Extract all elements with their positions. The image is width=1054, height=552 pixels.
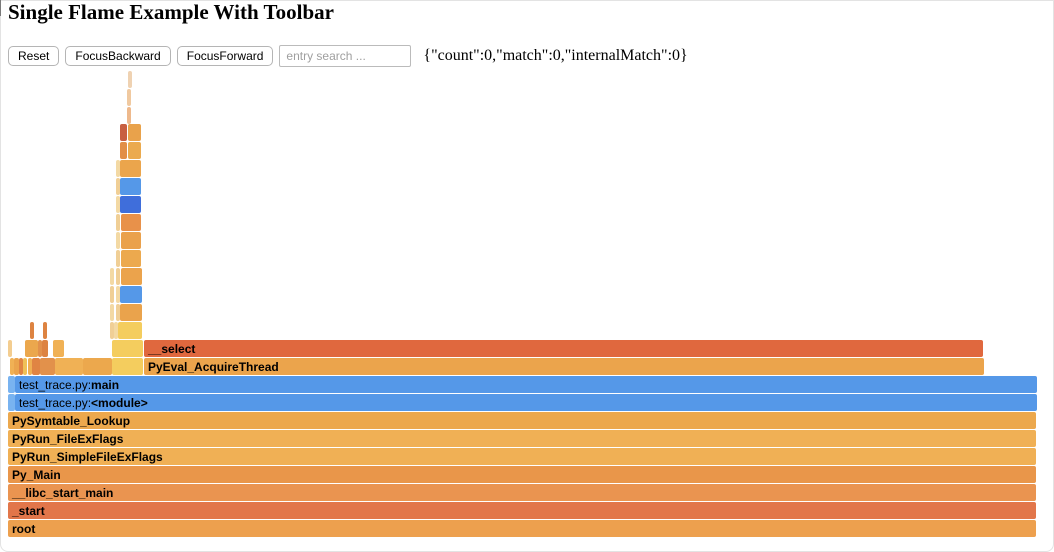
flame-frame[interactable] <box>112 340 143 357</box>
flame-frame-py_main[interactable]: Py_Main <box>8 466 1036 483</box>
flame-frame[interactable] <box>23 358 27 375</box>
flame-frame[interactable] <box>8 340 12 357</box>
flame-frame[interactable] <box>120 178 141 195</box>
flame-frame[interactable] <box>121 268 142 285</box>
focus-forward-button[interactable]: FocusForward <box>176 46 274 66</box>
flame-frame[interactable] <box>121 214 141 231</box>
flame-frame[interactable] <box>53 340 64 357</box>
flame-frame[interactable] <box>116 268 120 285</box>
frame-label: <module> <box>91 395 148 410</box>
focus-backward-button[interactable]: FocusBackward <box>65 46 171 66</box>
flame-frame[interactable] <box>112 358 143 375</box>
frame-label: __libc_start_main <box>12 485 114 500</box>
frame-label-prefix: test_trace.py: <box>19 395 92 410</box>
frame-label: main <box>91 377 120 392</box>
flame-frame-root[interactable]: root <box>8 520 1036 537</box>
frame-label: PySymtable_Lookup <box>12 413 131 428</box>
flame-frame-pyrun_simplefileexflags[interactable]: PyRun_SimpleFileExFlags <box>8 448 1036 465</box>
flame-frame[interactable] <box>120 160 141 177</box>
flame-frame[interactable] <box>120 124 127 141</box>
flame-frame[interactable] <box>128 142 141 159</box>
frame-label-prefix: test_trace.py: <box>19 377 92 392</box>
flame-frame-pysymtable_lookup[interactable]: PySymtable_Lookup <box>8 412 1036 429</box>
flame-frame-__select[interactable]: __select <box>144 340 983 357</box>
frame-label: PyRun_SimpleFileExFlags <box>12 449 163 464</box>
frame-label: PyEval_AcquireThread <box>148 359 279 374</box>
flame-frame[interactable] <box>30 322 34 339</box>
flame-frame[interactable] <box>42 340 48 357</box>
flame-frame[interactable] <box>28 358 32 375</box>
flame-frame[interactable] <box>8 394 15 411</box>
flame-frame[interactable] <box>8 376 15 393</box>
frame-label: Py_Main <box>12 467 61 482</box>
flame-frame[interactable] <box>120 196 141 213</box>
flame-frame[interactable] <box>19 358 23 375</box>
flame-frame[interactable] <box>118 322 142 339</box>
frame-label: root <box>12 521 36 536</box>
flame-frame[interactable] <box>110 304 114 321</box>
flame-frame-pyeval_acquirethread[interactable]: PyEval_AcquireThread <box>144 358 984 375</box>
flame-frame[interactable] <box>116 250 120 267</box>
flame-frame[interactable] <box>110 286 114 303</box>
flame-frame[interactable] <box>116 286 120 303</box>
flame-frame[interactable] <box>114 322 118 339</box>
flame-frame[interactable] <box>14 358 19 375</box>
reset-button[interactable]: Reset <box>8 46 60 66</box>
flame-frame[interactable] <box>121 232 141 249</box>
flame-frame[interactable] <box>10 358 14 375</box>
flame-frame[interactable] <box>55 358 83 375</box>
flame-frame[interactable] <box>110 268 114 285</box>
flame-frame[interactable] <box>121 250 141 267</box>
flame-frame-main[interactable]: test_trace.py: main <box>15 376 1037 393</box>
frame-label: __select <box>148 341 196 356</box>
flame-frame[interactable] <box>116 160 120 177</box>
frame-label: PyRun_FileExFlags <box>12 431 124 446</box>
flame-frame[interactable] <box>32 358 40 375</box>
search-input[interactable] <box>279 45 412 67</box>
flame-frame[interactable] <box>40 358 55 375</box>
flame-frame-module[interactable]: test_trace.py: <module> <box>15 394 1037 411</box>
flame-frame[interactable] <box>120 286 142 303</box>
flame-frame-pyrun_fileexflags[interactable]: PyRun_FileExFlags <box>8 430 1036 447</box>
flame-frame[interactable] <box>127 89 131 106</box>
flame-frame[interactable] <box>128 124 141 141</box>
page-title: Single Flame Example With Toolbar <box>8 0 334 24</box>
flame-frame[interactable] <box>116 304 120 321</box>
flame-frame[interactable] <box>25 340 38 357</box>
frame-label: _start <box>12 503 45 518</box>
flame-frame[interactable] <box>116 178 120 195</box>
flame-frame[interactable] <box>116 214 120 231</box>
flame-frame[interactable] <box>120 304 142 321</box>
flame-frame[interactable] <box>110 322 114 339</box>
flame-frame[interactable] <box>127 71 132 88</box>
flame-frame[interactable] <box>120 142 127 159</box>
flame-frame[interactable] <box>43 322 47 339</box>
toolbar: Reset FocusBackward FocusForward {"count… <box>8 45 688 67</box>
flame-frame[interactable] <box>83 358 112 375</box>
flame-frame[interactable] <box>38 340 42 357</box>
flame-frame[interactable] <box>116 196 120 213</box>
flame-frame-_start[interactable]: _start <box>8 502 1036 519</box>
flame-frame[interactable] <box>116 232 120 249</box>
flame-frame[interactable] <box>127 107 131 124</box>
search-status-text: {"count":0,"match":0,"internalMatch":0} <box>423 47 688 64</box>
flame-frame-__libc_start_main[interactable]: __libc_start_main <box>8 484 1036 501</box>
window-edge-tick <box>0 0 1 16</box>
